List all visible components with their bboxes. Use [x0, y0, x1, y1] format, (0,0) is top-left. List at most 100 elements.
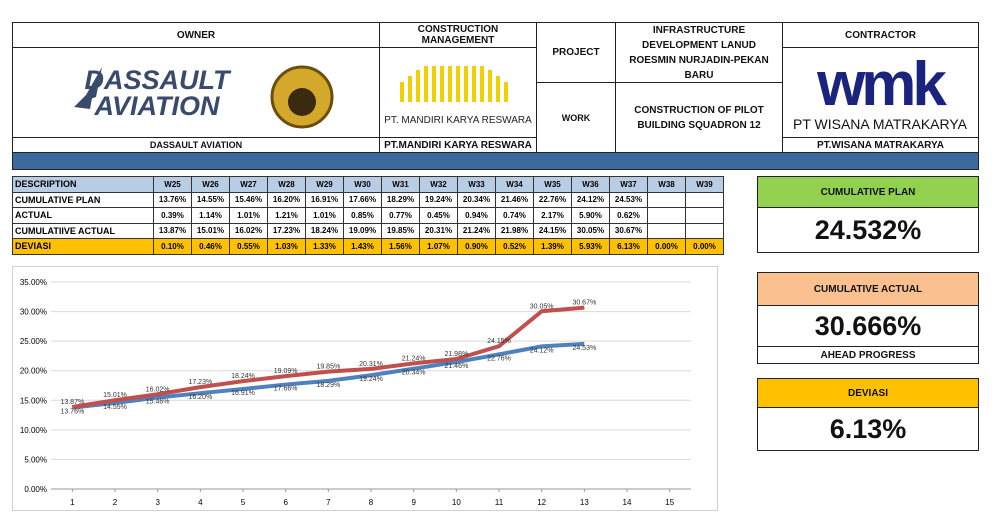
- cm-title: CONSTRUCTION MANAGEMENT: [379, 22, 537, 48]
- cell: 24.15%: [533, 222, 572, 239]
- data-label: 16.20%: [188, 394, 212, 401]
- data-label: 15.01%: [103, 392, 127, 399]
- cell: 22.76%: [533, 191, 572, 208]
- data-label: 18.29%: [316, 382, 340, 389]
- row-label: CUMULATIIVE ACTUAL: [12, 222, 154, 239]
- owner-logo-text: DASSAULT: [85, 65, 233, 95]
- cm-caption: PT.MANDIRI KARYA RESWARA: [379, 137, 537, 153]
- cell: 0.94%: [457, 207, 496, 224]
- x-tick-label: 15: [665, 498, 674, 507]
- contractor-title: CONTRACTOR: [782, 22, 979, 48]
- cell: 21.46%: [495, 191, 534, 208]
- cell: 1.01%: [305, 207, 344, 224]
- cell: 0.45%: [419, 207, 458, 224]
- data-label: 17.66%: [274, 386, 298, 393]
- kpi-actual-value: 30.666%: [757, 305, 979, 347]
- cell: 24.12%: [571, 191, 610, 208]
- data-label: 16.02%: [146, 386, 170, 393]
- cell: W29: [305, 176, 344, 193]
- series-line: [72, 341, 585, 410]
- cell: 19.85%: [381, 222, 420, 239]
- data-label: 13.76%: [60, 409, 84, 416]
- cell: 17.23%: [267, 222, 306, 239]
- x-tick-label: 5: [241, 498, 246, 507]
- cell: 0.55%: [229, 238, 268, 255]
- owner-logo-text: AVIATION: [94, 91, 220, 121]
- data-label: 16.91%: [231, 390, 255, 397]
- y-tick-label: 30.00%: [20, 308, 47, 317]
- data-label: 20.34%: [402, 370, 426, 377]
- contractor-logo-text: wmk: [816, 50, 947, 119]
- cell: W31: [381, 176, 420, 193]
- y-tick-label: 5.00%: [24, 455, 47, 464]
- x-tick-label: 3: [155, 498, 160, 507]
- cell: 14.55%: [191, 191, 230, 208]
- kpi-plan-value: 24.532%: [757, 207, 979, 253]
- work-label: WORK: [536, 82, 616, 153]
- owner-logo-mark: [74, 67, 102, 109]
- row-label: DEVIASI: [12, 238, 154, 255]
- cell: 1.01%: [229, 207, 268, 224]
- cell: [647, 191, 686, 208]
- cell: 0.39%: [153, 207, 192, 224]
- x-tick-label: 7: [326, 498, 331, 507]
- table-row: DESCRIPTION W25 W26 W27 W28 W29 W30 W31 W32 W33 W3…: [12, 176, 724, 193]
- cell: W32: [419, 176, 458, 193]
- table-row: CUMULATIIVE ACTUAL 13.87% 15.01% 16.02% 17.2…: [12, 222, 724, 239]
- cell: 1.03%: [267, 238, 306, 255]
- cell: 16.20%: [267, 191, 306, 208]
- data-label: 21.24%: [402, 355, 426, 362]
- x-tick-label: 9: [411, 498, 416, 507]
- cell: 0.52%: [495, 238, 534, 255]
- row-label: CUMULATIVE PLAN: [12, 191, 154, 208]
- chart-frame: 0.00% 5.00% 10.00% 15.00% 20.00% 25.00% 30.00%…: [12, 266, 718, 511]
- cell: 15.46%: [229, 191, 268, 208]
- x-tick-label: 8: [369, 498, 374, 507]
- data-label: 17.23%: [188, 379, 212, 386]
- project-value: INFRASTRUCTURE DEVELOPMENT LANUD ROESMIN…: [615, 22, 783, 83]
- cell: 17.66%: [343, 191, 382, 208]
- cell: 24.53%: [609, 191, 648, 208]
- cm-logo: PT. MANDIRI KARYA RESWARA: [379, 47, 537, 138]
- cm-logo-text: PT. MANDIRI KARYA RESWARA: [384, 115, 532, 126]
- data-label: 24.15%: [487, 338, 511, 345]
- y-tick-label: 0.00%: [24, 485, 47, 494]
- cell: [685, 222, 724, 239]
- cell: 21.98%: [495, 222, 534, 239]
- x-tick-label: 11: [495, 498, 504, 507]
- cell: [685, 207, 724, 224]
- x-tick-label: 2: [113, 498, 118, 507]
- cell: 15.01%: [191, 222, 230, 239]
- data-label: 14.55%: [103, 404, 127, 411]
- cell: 13.76%: [153, 191, 192, 208]
- cell: 20.31%: [419, 222, 458, 239]
- cell: 0.00%: [685, 238, 724, 255]
- cell: 0.10%: [153, 238, 192, 255]
- cell: 20.34%: [457, 191, 496, 208]
- work-value: CONSTRUCTION OF PILOT BUILDING SQUADRON …: [615, 82, 783, 153]
- cell: 0.77%: [381, 207, 420, 224]
- cell: W28: [267, 176, 306, 193]
- kpi-actual-note: AHEAD PROGRESS: [757, 346, 979, 364]
- x-tick-label: 13: [580, 498, 589, 507]
- cell: W30: [343, 176, 382, 193]
- data-label: 18.24%: [231, 373, 255, 380]
- owner-emblem-core: [288, 88, 316, 116]
- cell: 6.13%: [609, 238, 648, 255]
- cell: 30.67%: [609, 222, 648, 239]
- y-tick-label: 20.00%: [20, 367, 47, 376]
- cell: 1.56%: [381, 238, 420, 255]
- cm-logo-bars: [400, 66, 508, 102]
- data-label: 22.76%: [487, 355, 511, 362]
- data-label: 19.24%: [359, 376, 383, 383]
- cell: W37: [609, 176, 648, 193]
- data-label: 24.12%: [530, 347, 554, 354]
- owner-caption: DASSAULT AVIATION: [12, 137, 380, 153]
- cell: W26: [191, 176, 230, 193]
- x-tick-label: 14: [623, 498, 632, 507]
- cell: 0.74%: [495, 207, 534, 224]
- cell: 5.90%: [571, 207, 610, 224]
- table-row: ACTUAL 0.39% 1.14% 1.01% 1.21% 1.01% 0.85% 0.77…: [12, 207, 724, 224]
- y-tick-label: 35.00%: [20, 278, 47, 287]
